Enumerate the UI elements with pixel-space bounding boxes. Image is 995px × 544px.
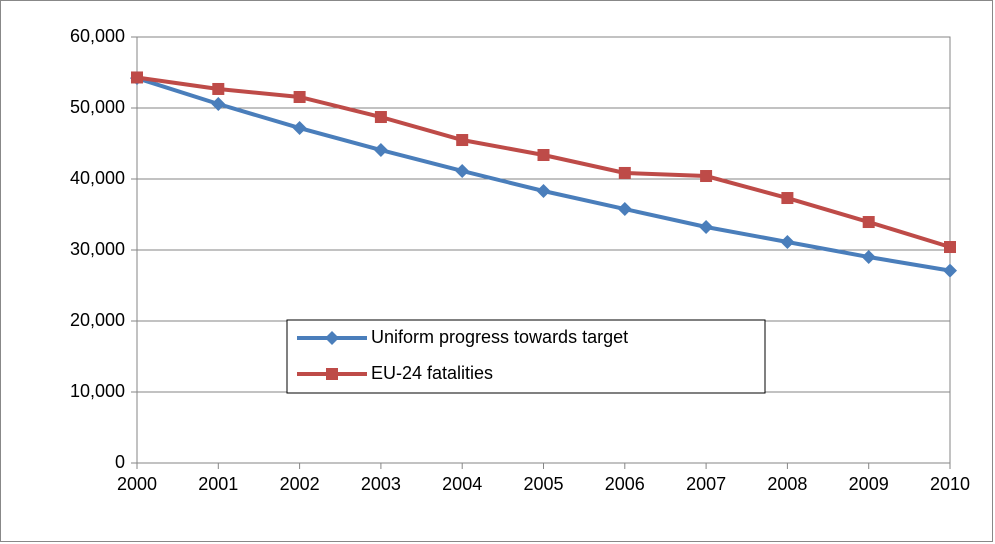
y-tick-label: 0 — [115, 452, 125, 472]
square-marker — [212, 82, 225, 95]
square-marker — [862, 216, 875, 229]
square-marker — [374, 111, 387, 124]
diamond-marker — [373, 143, 388, 158]
square-marker — [326, 368, 338, 380]
x-tick-label: 2008 — [767, 474, 807, 494]
x-tick-label: 2005 — [523, 474, 563, 494]
x-tick-label: 2000 — [117, 474, 157, 494]
square-marker — [456, 134, 469, 147]
diamond-marker — [325, 331, 339, 345]
x-tick-label: 2002 — [280, 474, 320, 494]
x-tick-label: 2003 — [361, 474, 401, 494]
x-tick-label: 2001 — [198, 474, 238, 494]
y-tick-label: 60,000 — [70, 26, 125, 46]
square-marker — [700, 170, 713, 183]
diamond-marker — [455, 163, 470, 178]
y-tick-label: 30,000 — [70, 239, 125, 259]
y-tick-label: 20,000 — [70, 310, 125, 330]
x-tick-label: 2006 — [605, 474, 645, 494]
square-marker — [131, 71, 143, 84]
y-tick-label: 10,000 — [70, 381, 125, 401]
y-tick-label: 40,000 — [70, 168, 125, 188]
diamond-marker — [211, 97, 226, 112]
legend-label: EU-24 fatalities — [371, 363, 493, 383]
square-marker — [293, 90, 306, 103]
legend-box — [286, 319, 766, 394]
square-marker — [537, 149, 550, 162]
diamond-marker — [861, 250, 876, 265]
diamond-marker — [943, 263, 957, 278]
x-tick-label: 2007 — [686, 474, 726, 494]
legend-label: Uniform progress towards target — [371, 327, 628, 347]
x-tick-label: 2010 — [930, 474, 970, 494]
diamond-marker — [617, 202, 632, 217]
x-tick-label: 2009 — [849, 474, 889, 494]
diamond-marker — [699, 219, 714, 234]
square-marker — [781, 192, 794, 205]
diamond-marker — [780, 234, 795, 249]
diamond-marker — [536, 183, 551, 198]
diamond-marker — [292, 121, 307, 136]
y-tick-label: 50,000 — [70, 97, 125, 117]
x-tick-label: 2004 — [442, 474, 482, 494]
square-marker — [944, 241, 956, 254]
square-marker — [618, 166, 631, 179]
